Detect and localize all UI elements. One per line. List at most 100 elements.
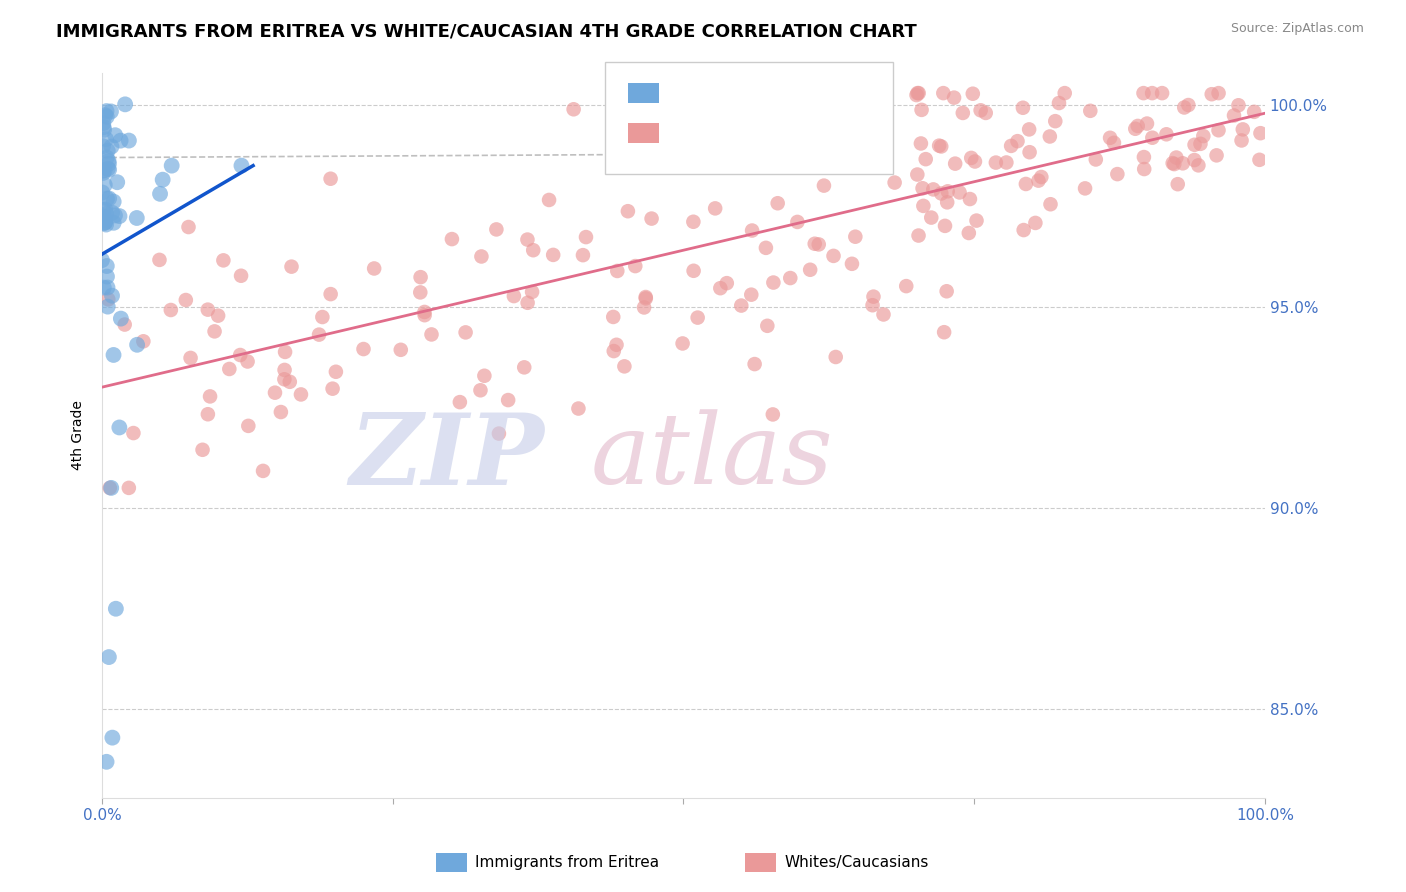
Point [485, 222, 508, 236]
Point [1223, 108, 1246, 122]
Point [110, 134, 132, 148]
Point [934, 219, 956, 233]
Point [94, 215, 117, 229]
Point [1249, 153, 1271, 167]
Point [96, 280, 118, 294]
Point [1161, 156, 1184, 170]
Point [905, 88, 928, 103]
Point [91, 209, 114, 223]
Point [96, 259, 118, 273]
Point [1167, 177, 1189, 191]
Point [96, 207, 118, 221]
Point [103, 348, 125, 362]
Point [686, 310, 709, 325]
Point [96, 110, 118, 124]
Point [807, 237, 830, 252]
Point [207, 309, 229, 323]
Point [1142, 130, 1164, 145]
Point [1232, 122, 1254, 136]
Point [963, 154, 986, 169]
Point [440, 232, 463, 246]
Point [910, 136, 932, 151]
Point [920, 211, 942, 225]
Point [191, 442, 214, 457]
Point [94, 202, 117, 217]
Point [943, 90, 966, 104]
Point [634, 290, 657, 304]
Point [617, 204, 640, 219]
Point [488, 426, 510, 441]
Point [270, 405, 292, 419]
Point [907, 228, 929, 243]
Point [1126, 119, 1149, 133]
Point [766, 196, 789, 211]
Point [149, 186, 172, 201]
Point [541, 248, 564, 262]
Point [516, 295, 538, 310]
Point [1177, 98, 1199, 112]
Point [1074, 181, 1097, 195]
Point [409, 270, 432, 285]
Point [1047, 96, 1070, 111]
Point [94, 178, 117, 192]
Point [813, 178, 835, 193]
Point [118, 481, 141, 495]
Point [278, 375, 301, 389]
Point [94, 215, 117, 229]
Point [1031, 169, 1053, 184]
Point [640, 211, 662, 226]
Point [496, 393, 519, 408]
Point [231, 159, 253, 173]
Point [122, 425, 145, 440]
Point [974, 106, 997, 120]
Point [97, 154, 120, 169]
Point [449, 395, 471, 409]
Point [960, 151, 983, 165]
Point [97, 300, 120, 314]
Point [936, 184, 959, 198]
Point [420, 327, 443, 342]
Point [264, 385, 287, 400]
Point [454, 326, 477, 340]
Point [103, 216, 125, 230]
Point [218, 362, 240, 376]
Point [197, 302, 219, 317]
Point [319, 287, 342, 301]
Point [273, 363, 295, 377]
Point [93, 120, 115, 135]
Point [90, 253, 112, 268]
Point [94, 218, 117, 232]
Point [1140, 86, 1163, 100]
Point [841, 257, 863, 271]
Point [94, 108, 117, 122]
Point [114, 97, 136, 112]
Point [704, 202, 727, 216]
Point [470, 384, 492, 398]
Point [756, 318, 779, 333]
Point [1156, 128, 1178, 142]
Point [824, 350, 846, 364]
Text: atlas: atlas [591, 409, 834, 505]
Point [152, 172, 174, 186]
Point [1007, 134, 1029, 148]
Point [624, 259, 647, 273]
Point [100, 139, 122, 153]
Point [969, 103, 991, 118]
Point [114, 318, 136, 332]
Point [538, 193, 561, 207]
Point [103, 194, 125, 209]
Point [1133, 150, 1156, 164]
Point [96, 755, 118, 769]
Point [1166, 151, 1188, 165]
Point [212, 253, 235, 268]
Point [413, 308, 436, 322]
Point [671, 336, 693, 351]
Text: Source: ZipAtlas.com: Source: ZipAtlas.com [1230, 22, 1364, 36]
Point [1123, 121, 1146, 136]
Point [603, 344, 626, 359]
Point [319, 171, 342, 186]
Point [567, 401, 589, 416]
Y-axis label: 4th Grade: 4th Grade [72, 401, 86, 470]
Point [100, 104, 122, 119]
Point [97, 650, 120, 665]
